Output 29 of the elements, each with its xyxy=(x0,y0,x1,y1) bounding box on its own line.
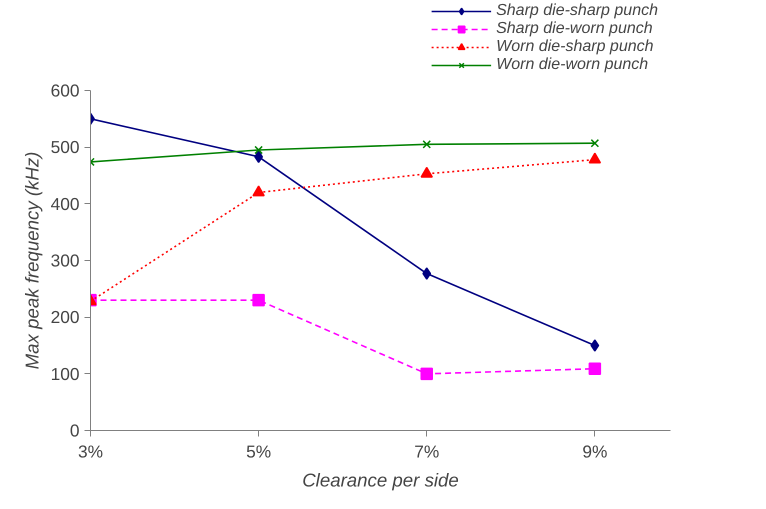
x-tick-label: 9% xyxy=(582,442,608,462)
y-tick-label: 300 xyxy=(50,250,80,270)
legend-label: Sharp die-sharp punch xyxy=(496,2,658,20)
legend-label: Sharp die-worn punch xyxy=(496,20,653,38)
x-tick-label: 3% xyxy=(78,442,104,462)
point xyxy=(254,150,264,164)
x-tick-label: 7% xyxy=(414,442,440,462)
point xyxy=(420,166,433,178)
y-tick-label: 100 xyxy=(50,364,80,384)
point xyxy=(254,146,263,154)
point xyxy=(590,339,600,352)
y-tick-label: 0 xyxy=(70,420,80,440)
point xyxy=(420,368,433,380)
y-tick-label: 200 xyxy=(50,307,80,328)
point xyxy=(422,267,432,280)
legend-label: Worn die-sharp punch xyxy=(496,38,654,56)
point xyxy=(588,152,602,164)
y-tick-label: 400 xyxy=(50,194,80,214)
y-tick-label: 600 xyxy=(50,80,80,100)
point xyxy=(590,138,600,148)
legend-label: Worn die-worn punch xyxy=(496,56,648,74)
point xyxy=(252,185,265,196)
point xyxy=(588,362,602,375)
point xyxy=(422,140,432,149)
y-axis-title: Max peak frequency (kHz) xyxy=(22,152,43,370)
y-tick-label: 500 xyxy=(50,137,80,158)
x-tick-label: 5% xyxy=(246,442,272,462)
point xyxy=(252,294,265,306)
x-axis-title: Clearance per side xyxy=(302,470,459,490)
